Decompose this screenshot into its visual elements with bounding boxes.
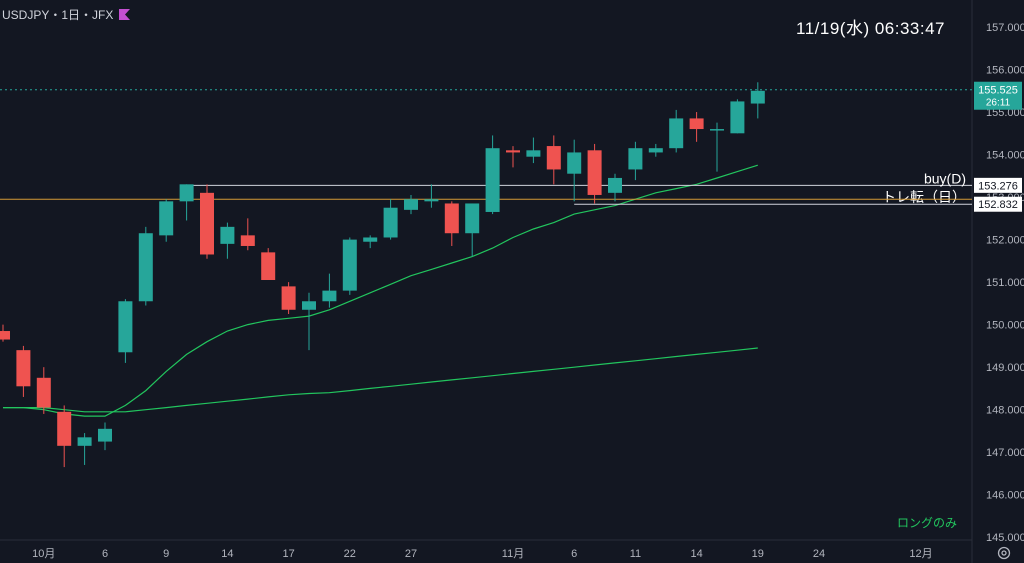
long-only-note: ロングのみ: [897, 516, 958, 530]
slow-moving-average-line: [3, 347, 758, 413]
candle-body[interactable]: [36, 377, 51, 408]
candle-body[interactable]: [689, 118, 704, 130]
time-axis-tick: 9: [163, 548, 169, 560]
candle-body[interactable]: [0, 331, 10, 340]
candle-body[interactable]: [322, 290, 337, 302]
flag-icon[interactable]: [119, 9, 131, 20]
price-tag-box: [974, 177, 1022, 193]
price-axis-tick: 149.000: [986, 362, 1024, 374]
symbol-label: USDJPY・1日・JFX: [2, 8, 114, 22]
candle-body[interactable]: [342, 239, 357, 291]
candle-body[interactable]: [383, 207, 398, 238]
candle-body[interactable]: [485, 148, 500, 212]
candle-body[interactable]: [465, 203, 480, 234]
price-axis-tick: 147.000: [986, 447, 1024, 459]
time-axis-tick: 14: [221, 548, 233, 560]
candle-body[interactable]: [546, 146, 561, 170]
candle-body[interactable]: [710, 129, 724, 131]
price-axis-tick: 145.000: [986, 532, 1024, 544]
time-axis-tick: 6: [571, 548, 577, 560]
bar-countdown: 26:11: [986, 98, 1011, 109]
settings-gear-icon[interactable]: [996, 545, 1012, 561]
candle-body[interactable]: [363, 237, 378, 242]
time-axis-tick: 14: [690, 548, 702, 560]
current-price-tag-box: [974, 81, 1022, 110]
price-axis-tick: 146.000: [986, 490, 1024, 502]
current-price-value: 155.525: [978, 85, 1018, 97]
time-axis-tick: 10月: [32, 548, 55, 560]
price-axis-tick: 157.000: [986, 22, 1024, 34]
candle-body[interactable]: [77, 437, 92, 446]
candle-body[interactable]: [404, 199, 418, 210]
candle-body[interactable]: [16, 350, 31, 387]
price-tag-label: 153.276: [978, 180, 1018, 192]
time-axis-tick: 19: [752, 548, 764, 560]
horizontal-line-label: buy(D): [924, 170, 966, 186]
candle-body[interactable]: [587, 150, 602, 195]
candle-body[interactable]: [118, 301, 133, 353]
candle-body[interactable]: [750, 90, 765, 104]
candle-body[interactable]: [159, 201, 174, 236]
candle-body[interactable]: [179, 184, 194, 202]
price-axis-tick: 151.000: [986, 277, 1024, 289]
time-axis-tick: 11月: [502, 548, 524, 560]
candle-body[interactable]: [730, 101, 745, 134]
time-axis-tick: 12月: [909, 548, 932, 560]
candle-body[interactable]: [444, 203, 459, 234]
candle-body[interactable]: [302, 301, 316, 310]
candle-body[interactable]: [506, 150, 520, 153]
candle-body[interactable]: [220, 226, 235, 244]
price-tag-box: [974, 196, 1022, 212]
price-axis-tick: 152.000: [986, 235, 1024, 247]
candle-body[interactable]: [261, 252, 276, 280]
candle-body[interactable]: [138, 233, 153, 302]
fast-moving-average-line: [3, 164, 758, 417]
candle-body[interactable]: [567, 152, 582, 174]
candle-body[interactable]: [57, 411, 72, 446]
price-axis-tick: 150.000: [986, 320, 1024, 332]
time-axis-tick: 22: [344, 548, 356, 560]
candle-body[interactable]: [669, 118, 684, 149]
candle-body[interactable]: [628, 148, 643, 170]
candle-body[interactable]: [240, 235, 255, 246]
candle-body[interactable]: [608, 177, 622, 193]
price-tag-label: 152.832: [978, 199, 1018, 211]
time-axis-tick: 6: [102, 548, 108, 560]
candle-body[interactable]: [526, 150, 541, 157]
horizontal-line-label: トレ転（日）: [882, 189, 966, 205]
server-clock: 11/19(水) 06:33:47: [796, 19, 945, 38]
time-axis-tick: 27: [405, 548, 417, 560]
price-axis-tick: 154.000: [986, 150, 1024, 162]
price-axis-tick: 148.000: [986, 405, 1024, 417]
candle-body[interactable]: [200, 192, 214, 255]
price-axis-tick: 155.000: [986, 107, 1024, 119]
candle-body[interactable]: [648, 148, 663, 153]
candle-body[interactable]: [98, 428, 112, 442]
time-axis-tick: 24: [813, 548, 825, 560]
time-axis-tick: 11: [630, 548, 641, 560]
price-axis-tick: 156.000: [986, 65, 1024, 77]
symbol-header[interactable]: USDJPY・1日・JFX: [2, 6, 131, 23]
candle-body[interactable]: [424, 199, 439, 202]
candle-body[interactable]: [281, 286, 296, 310]
time-axis-tick: 17: [282, 548, 294, 560]
